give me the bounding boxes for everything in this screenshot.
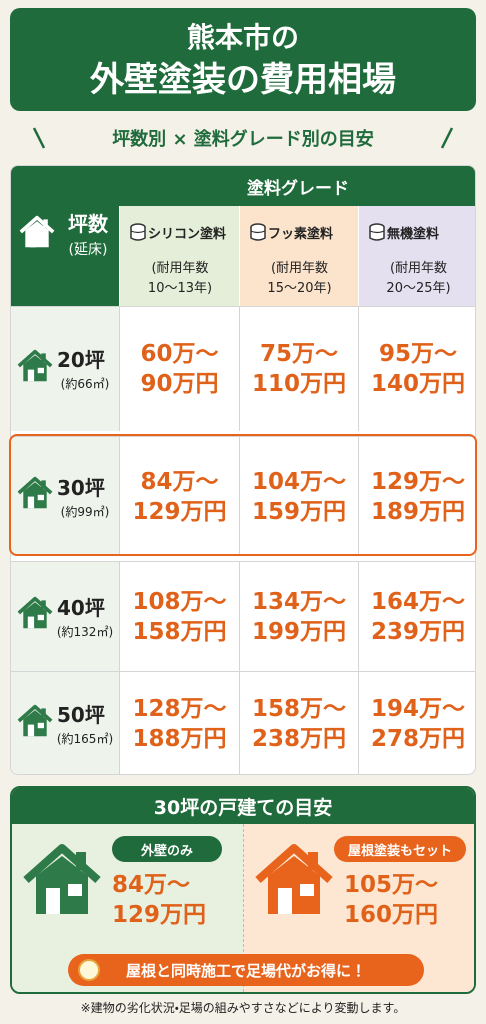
life-years: 20～25年)	[386, 280, 451, 296]
paint-name: 無機塗料	[387, 226, 440, 242]
house-icon	[17, 349, 53, 381]
column-header: シリコン塗料 (耐用年数 10～13年)	[119, 206, 239, 306]
life-years: 15～20年)	[267, 280, 332, 296]
house-illustration	[23, 844, 101, 914]
price-high: 239万円	[370, 618, 465, 645]
row-header: 50坪 (約165㎡)	[11, 671, 119, 774]
life-label: (耐用年数	[270, 260, 329, 276]
paint-name: シリコン塗料	[148, 226, 227, 242]
highlight-frame	[9, 434, 477, 556]
price-high: 140万円	[370, 371, 465, 397]
price-high: 278万円	[370, 726, 465, 752]
life-label: (耐用年数	[151, 260, 209, 276]
price-low: 95万～	[378, 341, 457, 367]
paint-can-icon	[250, 223, 266, 241]
row-header: 20坪 (約66㎡)	[11, 306, 119, 431]
house-illustration	[255, 844, 333, 914]
corner-cell: 坪数 (延床)	[11, 166, 119, 306]
life-label: (耐用年数	[389, 260, 448, 276]
group-header: 塗料グレード	[119, 166, 475, 206]
floor-size: 50坪	[57, 703, 105, 727]
paint-can-icon	[369, 223, 385, 241]
price-high: 159万円	[251, 498, 346, 525]
title: 熊本市の	[186, 20, 299, 54]
life-years: 10～13年)	[147, 280, 213, 296]
option-low: 84万～	[112, 872, 191, 898]
price-high: 188万円	[132, 726, 227, 752]
bulb-icon	[78, 959, 100, 981]
price-low: 194万～	[370, 696, 465, 722]
option-low: 105万～	[344, 872, 439, 898]
price-cell: 129万～ 189万円	[358, 436, 475, 556]
floor-area: (約99㎡)	[60, 504, 110, 519]
price-high: 189万円	[370, 498, 465, 525]
footnote: ※建物の劣化状況・足場の組みやすさなどにより変動します。	[80, 1000, 406, 1015]
price-high: 129万円	[132, 498, 227, 525]
price-low: 84万～	[140, 468, 219, 495]
column-header: フッ素塗料 (耐用年数 15～20年)	[239, 206, 358, 306]
floor-size: 30坪	[57, 475, 105, 500]
price-cell: 75万～ 110万円	[239, 306, 358, 431]
price-cell: 194万～ 278万円	[358, 671, 475, 774]
price-low: 104万～	[251, 468, 346, 495]
price-high: 90万円	[140, 371, 219, 397]
banner: 屋根と同時施工で足場代がお得に！	[68, 954, 424, 986]
price-low: 128万～	[132, 696, 227, 722]
example-box: 30坪の戸建ての目安外壁のみ 84万～ 129万円 屋根塗装もセット 105万～ 160万…	[10, 786, 476, 994]
price-high: 199万円	[251, 618, 346, 645]
title: 外壁塗装の費用相場	[90, 59, 396, 100]
price-low: 164万～	[370, 588, 465, 615]
floor-area: (約165㎡)	[56, 732, 114, 746]
subtitle-deco	[32, 127, 454, 149]
house-icon	[17, 596, 53, 629]
option-label: 外壁のみ	[112, 836, 222, 862]
price-cell: 95万～ 140万円	[358, 306, 475, 431]
price-high: 158万円	[132, 618, 227, 645]
floor-size: 20坪	[57, 348, 105, 372]
price-cell: 104万～ 159万円	[239, 436, 358, 556]
price-high: 238万円	[251, 726, 346, 752]
floor-size: 40坪	[57, 595, 105, 620]
price-low: 158万～	[251, 696, 346, 722]
row-header: 30坪 (約99㎡)	[11, 436, 119, 556]
price-cell: 158万～ 238万円	[239, 671, 358, 774]
price-cell: 84万～ 129万円	[119, 436, 239, 556]
price-low: 60万～	[140, 341, 219, 367]
house-icon	[17, 704, 53, 736]
price-table: 坪数 (延床) 塗料グレードシリコン塗料 (耐用年数 10～13年) フッ素塗料 (耐用年数…	[10, 165, 476, 775]
price-high: 110万円	[251, 371, 346, 397]
subtitle: 坪数別 × 塗料グレード別の目安	[112, 129, 374, 150]
house-icon	[17, 476, 53, 509]
example-title: 30坪の戸建ての目安	[12, 788, 474, 824]
floor-area: (約66㎡)	[60, 377, 110, 391]
row-header: 40坪 (約132㎡)	[11, 561, 119, 671]
price-low: 134万～	[251, 588, 346, 615]
price-cell: 128万～ 188万円	[119, 671, 239, 774]
price-cell: 60万～ 90万円	[119, 306, 239, 431]
price-cell: 164万～ 239万円	[358, 561, 475, 671]
floor-area: (約132㎡)	[56, 624, 114, 639]
house-icon	[19, 215, 55, 248]
column-header: 無機塗料 (耐用年数 20～25年)	[358, 206, 475, 306]
price-low: 108万～	[132, 588, 227, 615]
header-box: 熊本市の 外壁塗装の費用相場	[10, 8, 476, 111]
paint-name: フッ素塗料	[268, 226, 334, 242]
price-low: 75万～	[259, 341, 338, 367]
corner-label: 坪数	[68, 211, 108, 236]
option-high: 129万円	[112, 902, 207, 928]
price-low: 129万～	[370, 468, 465, 495]
option-label: 屋根塗装もセット	[334, 836, 466, 862]
price-cell: 134万～ 199万円	[239, 561, 358, 671]
price-cell: 108万～ 158万円	[119, 561, 239, 671]
option-high: 160万円	[344, 902, 439, 928]
paint-can-icon	[130, 223, 146, 241]
corner-sub: (延床)	[68, 242, 108, 258]
